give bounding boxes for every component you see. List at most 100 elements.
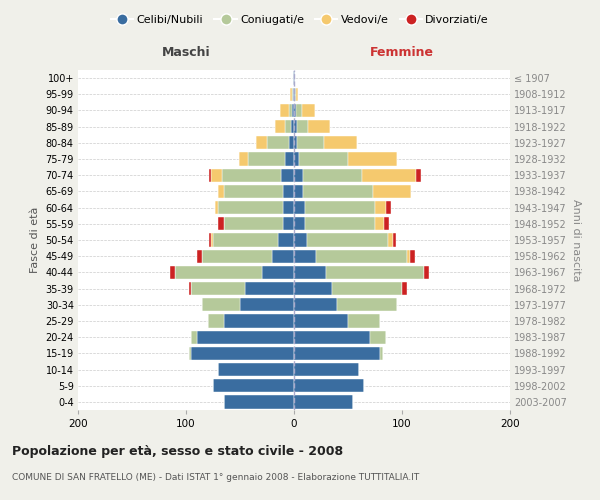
Bar [375,201,386,214]
Bar [294,282,332,295]
Bar [218,185,224,198]
Text: COMUNE DI SAN FRATELLO (ME) - Dati ISTAT 1° gennaio 2008 - Elaborazione TUTTITAL: COMUNE DI SAN FRATELLO (ME) - Dati ISTAT… [12,472,419,482]
Bar [380,346,383,360]
Bar [202,250,272,263]
Bar [294,72,295,85]
Bar [215,201,218,214]
Bar [302,185,373,198]
Bar [221,168,281,182]
Bar [370,330,386,344]
Y-axis label: Fasce di età: Fasce di età [30,207,40,273]
Text: Femmine: Femmine [370,46,434,59]
Bar [348,314,380,328]
Bar [296,104,302,117]
Bar [416,168,421,182]
Bar [296,88,298,101]
Bar [297,120,308,134]
Bar [373,185,410,198]
Bar [407,250,410,263]
Bar [297,136,324,149]
Bar [394,234,395,246]
Bar [294,201,305,214]
Bar [292,88,293,101]
Bar [299,152,348,166]
Bar [208,314,224,328]
Bar [295,88,296,101]
Bar [286,152,294,166]
Bar [362,168,416,182]
Bar [286,120,291,134]
Bar [224,185,283,198]
Bar [240,298,294,312]
Bar [272,250,294,263]
Bar [248,152,286,166]
Bar [375,217,383,230]
Bar [191,330,197,344]
Bar [291,120,294,134]
Bar [402,282,407,295]
Bar [245,282,294,295]
Bar [388,234,394,246]
Bar [294,217,305,230]
Bar [294,185,302,198]
Bar [197,330,294,344]
Bar [211,168,221,182]
Text: Maschi: Maschi [161,46,211,59]
Bar [189,346,191,360]
Bar [281,168,294,182]
Bar [218,217,224,230]
Bar [383,217,389,230]
Bar [305,201,375,214]
Bar [213,379,294,392]
Bar [316,250,407,263]
Bar [293,88,294,101]
Bar [191,346,294,360]
Bar [191,282,245,295]
Bar [292,104,294,117]
Bar [305,217,375,230]
Bar [290,88,292,101]
Bar [308,120,329,134]
Bar [294,136,297,149]
Bar [332,282,402,295]
Legend: Celibi/Nubili, Coniugati/e, Vedovi/e, Divorziati/e: Celibi/Nubili, Coniugati/e, Vedovi/e, Di… [107,10,493,29]
Bar [262,266,294,279]
Bar [283,217,294,230]
Bar [275,120,286,134]
Bar [209,234,211,246]
Bar [213,234,278,246]
Bar [267,136,289,149]
Bar [175,266,262,279]
Bar [294,363,359,376]
Bar [256,136,267,149]
Bar [218,363,294,376]
Bar [294,120,297,134]
Bar [294,152,299,166]
Bar [170,266,175,279]
Bar [239,152,248,166]
Bar [211,234,213,246]
Bar [209,168,211,182]
Bar [294,330,370,344]
Bar [224,314,294,328]
Bar [348,152,397,166]
Bar [294,168,302,182]
Bar [218,201,283,214]
Bar [289,136,294,149]
Bar [202,298,240,312]
Bar [294,88,295,101]
Bar [294,379,364,392]
Bar [410,250,415,263]
Bar [294,266,326,279]
Text: Popolazione per età, sesso e stato civile - 2008: Popolazione per età, sesso e stato civil… [12,445,343,458]
Bar [283,185,294,198]
Bar [302,168,362,182]
Bar [283,201,294,214]
Bar [307,234,388,246]
Bar [294,250,316,263]
Bar [293,72,294,85]
Bar [280,104,289,117]
Bar [337,298,397,312]
Bar [197,250,202,263]
Bar [289,104,292,117]
